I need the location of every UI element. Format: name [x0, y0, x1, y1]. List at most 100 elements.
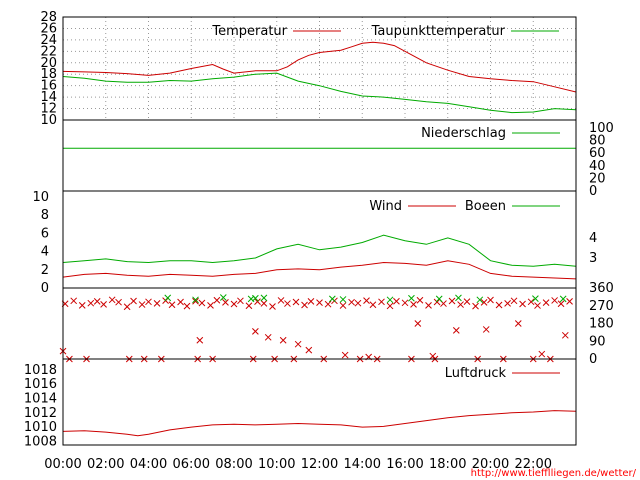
precipitation-y-tick-1: 80 [589, 134, 606, 149]
precipitation-y-tick-0: 100 [589, 121, 614, 136]
pressure-panel-frame [62, 358, 577, 446]
wind-direction-mark [393, 297, 400, 305]
wind-direction-mark [130, 297, 137, 305]
wind-direction-mark [307, 298, 315, 305]
wind-direction-mark [70, 297, 78, 305]
wind-direction-mark [532, 295, 539, 303]
wind-direction-mark [183, 302, 191, 310]
wind-direction-y-tick-4: 0 [589, 352, 597, 367]
wind-direction-mark [196, 336, 204, 344]
wind-direction-mark [557, 300, 565, 308]
wind-direction-mark [433, 298, 441, 306]
wind-direction-mark [264, 333, 272, 341]
precipitation-y-tick-4: 20 [589, 171, 606, 186]
wind-direction-mark [487, 296, 494, 304]
pressure-y-tick-3: 1012 [24, 406, 57, 421]
wind-direction-mark [177, 298, 184, 306]
wind-direction-mark [279, 336, 287, 344]
pressure-y-tick-5: 1008 [24, 434, 57, 449]
wind-direction-mark [93, 298, 101, 305]
wind-direction-mark [339, 302, 347, 309]
temperature-line [62, 41, 577, 93]
precipitation-y-tick-3: 40 [589, 159, 606, 174]
wind-direction-mark [108, 296, 116, 304]
wind-direction-mark [301, 301, 308, 309]
temperature-y-tick-9: 10 [40, 113, 57, 128]
wind-direction-mark [245, 302, 253, 310]
wind-direction-mark [78, 302, 86, 309]
wind-direction-mark [435, 295, 443, 303]
wind-direction-mark [561, 331, 569, 339]
wind-direction-mark [115, 298, 122, 306]
wind-direction-panel: 360 270 180 90 0 [59, 190, 614, 367]
wind-direction-mark [252, 328, 259, 335]
wind-direction-mark [168, 301, 176, 309]
wind-direction-mark [425, 302, 432, 309]
x-tick-5: 10:00 [258, 457, 295, 472]
temperature-y-tick-5: 18 [40, 67, 57, 82]
wind-direction-mark [138, 301, 146, 308]
x-tick-10: 20:00 [472, 457, 509, 472]
legend-label-wind: Wind [369, 199, 402, 214]
wind-direction-mark [448, 297, 456, 305]
wind-y-tick-4: 2 [41, 263, 49, 278]
legend-label-niederschlag: Niederschlag [421, 126, 506, 141]
wind-direction-mark [316, 299, 323, 306]
credit-link[interactable]: http://www.tiefflliegen.de/wetter/ [471, 468, 637, 479]
pressure-y-tick-4: 1010 [24, 420, 57, 435]
wind-direction-mark [354, 299, 362, 307]
wind-direction-mark [294, 340, 302, 348]
wind-direction-mark [538, 350, 546, 358]
pressure-line [62, 410, 577, 437]
gust-line [62, 234, 577, 267]
wind-direction-mark [482, 326, 490, 333]
wind-direction-marks [59, 294, 573, 363]
wind-beaufort-ticks: 43 [589, 231, 597, 266]
x-tick-2: 04:00 [130, 457, 167, 472]
wind-direction-mark [495, 301, 503, 309]
precipitation-y-tick-5: 0 [589, 184, 597, 199]
wind-direction-mark [472, 302, 479, 310]
temperature-y-tick-2: 24 [40, 33, 57, 48]
temperature-series [62, 41, 577, 114]
wind-direction-mark [213, 296, 221, 304]
x-tick-8: 16:00 [386, 457, 423, 472]
wind-direction-mark [514, 320, 522, 327]
wind-direction-mark [480, 299, 488, 306]
temperature-y-tick-3: 22 [40, 44, 57, 59]
dewpoint-line [62, 72, 577, 114]
wind-direction-mark [527, 298, 535, 306]
wind-direction-mark [153, 300, 161, 307]
wind-line [62, 260, 577, 280]
legend-label-temperatur: Temperatur [211, 24, 287, 39]
legend-label-luftdruck: Luftdruck [445, 366, 507, 381]
wind-series [62, 234, 577, 280]
wind-direction-mark [328, 295, 336, 303]
wind-direction-mark [452, 327, 460, 334]
wind-direction-mark [386, 296, 394, 304]
wind-direction-mark [305, 346, 313, 354]
x-tick-6: 12:00 [301, 457, 338, 472]
wind-direction-mark [504, 300, 511, 307]
wind-direction-mark [369, 301, 377, 309]
pressure-y-tick-0: 1018 [24, 363, 57, 378]
wind-direction-mark [254, 298, 261, 305]
wind-direction-mark [416, 296, 424, 304]
beaufort-tick-0: 4 [589, 231, 597, 246]
wind-y-tick-1: 8 [41, 208, 49, 223]
wind-direction-mark [164, 294, 172, 302]
wind-direction-mark [414, 320, 422, 327]
wind-y-tick-0: 10 [32, 190, 49, 205]
wind-direction-mark [457, 301, 464, 308]
wind-direction-mark [542, 299, 550, 306]
temperature-y-tick-4: 20 [40, 56, 57, 71]
wind-direction-mark [534, 302, 541, 309]
temperature-y-tick-0: 28 [40, 10, 57, 25]
